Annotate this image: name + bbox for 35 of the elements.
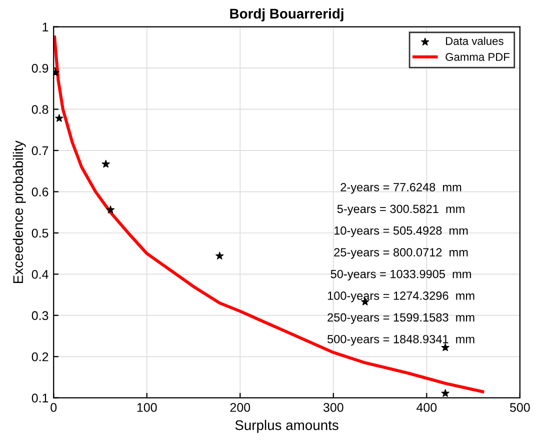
x-tick-label: 200: [230, 403, 250, 412]
point: [441, 389, 450, 397]
point: [55, 114, 64, 122]
annotation: 5-years = 300.5821 mm: [337, 204, 464, 216]
y-tick-label: 0.1: [32, 394, 48, 402]
y-tick-label: 0.5: [32, 228, 48, 238]
x-tick-label: 500: [510, 403, 530, 412]
annotation: 50-years = 1033.9905 mm: [330, 270, 471, 281]
annotation: 25-years = 800.0712 mm: [334, 248, 468, 259]
y-tick-label: 0.3: [32, 311, 48, 320]
y-tick-label: 0.7: [32, 146, 48, 156]
x-tick-label: 100: [137, 403, 157, 412]
y-tick-label: 0.8: [32, 105, 48, 114]
y-tick-label: 1: [42, 22, 48, 32]
annotation: 2-years = 77.6248 mm: [340, 183, 462, 194]
x-tick-label: 0: [50, 403, 57, 412]
point: [441, 343, 450, 352]
legend-label: Data values: [446, 36, 504, 45]
point: [106, 206, 115, 214]
y-tick-label: 0.4: [32, 270, 48, 279]
x-tick-label: 300: [323, 403, 344, 412]
x-tick-label: 400: [416, 403, 437, 412]
y-tick-label: 0.2: [32, 352, 48, 362]
annotation: 500-years = 1848.9341 mm: [327, 334, 474, 346]
point: [216, 252, 224, 260]
point: [102, 160, 110, 168]
y-tick-label: 0.6: [32, 188, 48, 196]
annotation: 250-years = 1599.1583 mm: [328, 313, 474, 324]
y-axis-title: Exceedence probability: [12, 140, 26, 283]
x-axis-title: Surplus amounts: [235, 420, 338, 433]
chart-title: Bordj Bouarreridj: [230, 8, 344, 22]
annotation: 10-years = 505.4928 mm: [334, 226, 468, 238]
y-tick-label: 0.9: [32, 64, 48, 73]
annotation: 100-years = 1274.3296 mm: [328, 292, 474, 302]
legend-label: Gamma PDF: [446, 53, 510, 61]
